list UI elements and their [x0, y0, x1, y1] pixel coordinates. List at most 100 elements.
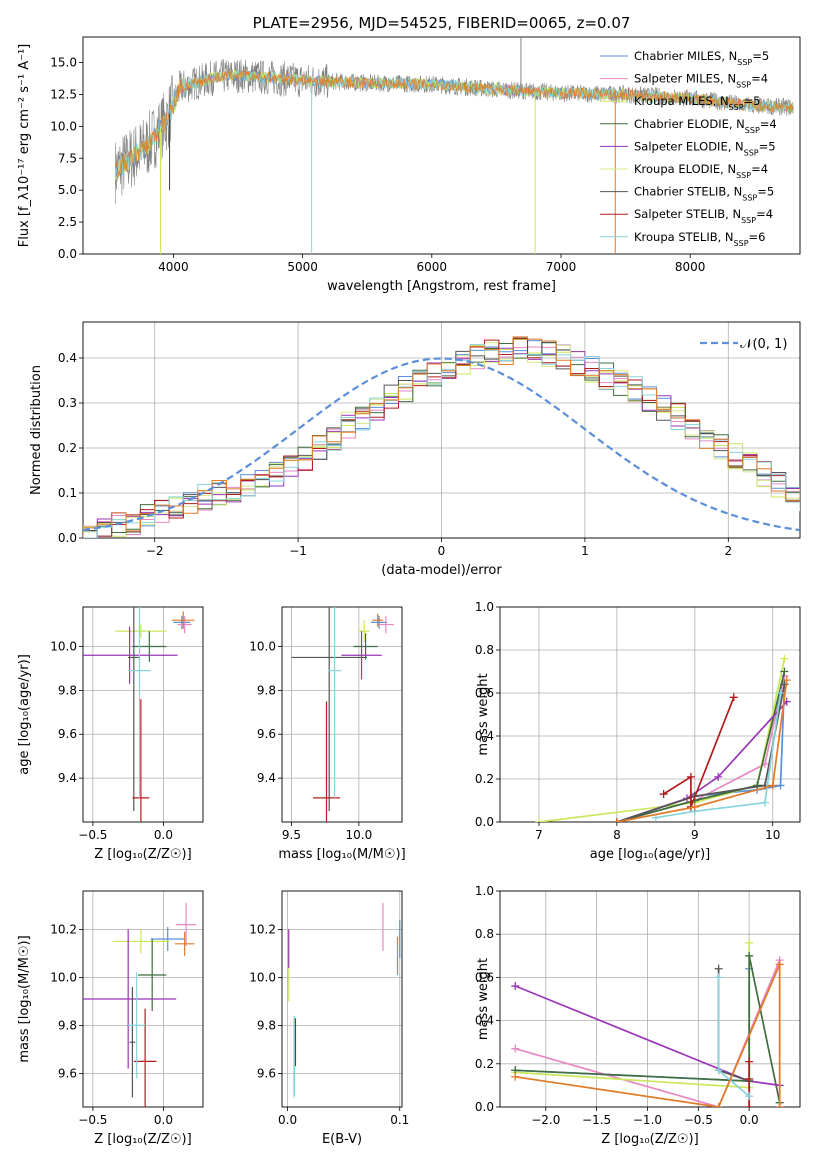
age-vs-mass-axes: 9.5 10.0 9.4 9.6 9.8 10.0 mass [log₁₀(M/M☉)] [249, 606, 406, 862]
legend-subscript: SSP [729, 103, 744, 112]
legend-label: Chabrier STELIB, NSSP=5 [634, 185, 774, 203]
legend-subscript: SSP [741, 216, 756, 225]
legend-label: Kroupa MILES, NSSP=5 [634, 94, 760, 112]
y-tick-label: 9.6 [257, 727, 276, 741]
series-line [616, 701, 788, 822]
x-tick-label: 6000 [417, 260, 448, 274]
y-tick-label: 10.2 [50, 922, 77, 936]
legend-nssp: =4 [751, 162, 768, 176]
mass-vs-Z-axes: −0.5 0.0 9.6 9.8 10.0 10.2 Z [log₁₀(Z/Z☉)] mass… [17, 890, 204, 1147]
axes-frame [499, 890, 801, 1108]
y-tick-label: 9.8 [257, 1018, 276, 1032]
series-point-marker [745, 1057, 754, 1066]
y-tick-label: 1.0 [475, 600, 494, 614]
spectrum-axes: 4000 5000 6000 7000 8000 0.0 2.5 5.0 7.5 10.0 12.5… [17, 14, 801, 294]
histogram-step-line [83, 336, 800, 538]
series-line [515, 955, 781, 1103]
x-tick-label: 0 [438, 544, 446, 558]
legend-subscript: SSP [737, 58, 752, 67]
x-tick-label: −1.5 [582, 1113, 611, 1127]
x-tick-label: 2 [724, 544, 732, 558]
histogram-step-line [83, 344, 800, 538]
y-tick-label: 0.4 [475, 729, 494, 743]
y-tick-label: 0.0 [475, 1100, 494, 1114]
series-point-marker [780, 654, 789, 663]
axes-frame [82, 321, 801, 539]
x-axis-label: mass [log₁₀(M/M☉)] [278, 847, 405, 862]
spectrum-lines [114, 37, 794, 254]
series-point-marker [768, 781, 777, 790]
y-tick-label: 12.5 [50, 87, 77, 101]
y-tick-label: 0.2 [58, 441, 77, 455]
legend-label: Salpeter ELODIE, NSSP=5 [634, 139, 776, 157]
series-point-marker [782, 676, 791, 685]
series-line [655, 692, 782, 819]
x-tick-label: 8000 [675, 260, 706, 274]
y-axis-label: Normed distribution [29, 365, 44, 495]
y-tick-label: 10.0 [249, 970, 276, 984]
y-tick-label: 9.8 [257, 683, 276, 697]
y-tick-label: 0.0 [58, 531, 77, 545]
series-point-marker [511, 1044, 520, 1053]
histogram-step-line [83, 338, 800, 538]
series-line [616, 671, 786, 822]
weight-vs-age-axes: 7 8 9 10 0.0 0.2 0.4 0.6 0.8 1.0 age [log₁₀(age/yr… [475, 600, 801, 862]
x-tick-label: 7000 [546, 260, 577, 274]
axes-frame [82, 606, 204, 823]
axes-frame [281, 606, 403, 823]
age-vs-mass-errorbars [291, 607, 394, 822]
legend-subscript: SSP [736, 80, 751, 89]
y-tick-label: 9.4 [257, 771, 276, 785]
weight-vs-Z-axes: −2.0 −1.5 −1.0 −0.5 0.0 0.0 0.2 0.4 0.6 0.8 1.0 Z [… [475, 884, 801, 1147]
x-axis-label: wavelength [Angstrom, rest frame] [327, 279, 556, 294]
axes-frame [281, 890, 403, 1108]
y-tick-label: 7.5 [58, 151, 77, 165]
y-tick-label: 0.6 [475, 970, 494, 984]
legend-subscript: SSP [742, 193, 757, 202]
series-point-marker [729, 693, 738, 702]
x-tick-label: 10.0 [345, 828, 372, 842]
histogram-step-line [83, 342, 800, 538]
y-tick-label: 0.2 [475, 772, 494, 786]
series-point-marker [612, 818, 621, 822]
legend-subscript: SSP [734, 238, 749, 247]
x-tick-label: 10 [765, 828, 780, 842]
series-point-marker [714, 973, 723, 982]
legend-label: Salpeter MILES, NSSP=4 [634, 72, 768, 90]
series-point-marker [690, 802, 699, 811]
x-tick-label: 8 [613, 828, 621, 842]
x-tick-label: 5000 [287, 260, 318, 274]
legend-nssp: =4 [751, 72, 768, 86]
y-axis-label: Flux [f_λ10⁻¹⁷ erg cm⁻² s⁻¹ A⁻¹] [17, 44, 32, 248]
series-point-marker [775, 960, 784, 969]
legend-label: Kroupa STELIB, NSSP=6 [634, 230, 765, 248]
y-tick-label: 10.0 [50, 119, 77, 133]
x-axis-label: Z [log₁₀(Z/Z☉)] [601, 1132, 698, 1147]
x-tick-label: −0.5 [78, 1113, 107, 1127]
x-axis-label: (data-model)/error [381, 563, 502, 578]
series-point-marker [659, 790, 668, 799]
x-tick-label: 7 [535, 828, 543, 842]
y-tick-label: 2.5 [58, 215, 77, 229]
series-point-marker [714, 964, 723, 973]
legend-label: Salpeter STELIB, NSSP=4 [634, 207, 773, 225]
series-line [538, 658, 786, 822]
x-tick-label: −2.0 [531, 1113, 560, 1127]
histogram-legend: 𝒩(0, 1) [700, 337, 787, 352]
chart-title: PLATE=2956, MJD=54525, FIBERID=0065, z=0… [253, 14, 631, 32]
y-tick-label: 10.0 [50, 639, 77, 653]
y-tick-label: 0.8 [475, 927, 494, 941]
series-point-marker [745, 938, 754, 947]
weight-vs-age-lines [534, 654, 791, 822]
x-tick-label: −0.5 [684, 1113, 713, 1127]
x-tick-label: −0.5 [78, 828, 107, 842]
y-tick-label: 15.0 [50, 56, 77, 70]
legend-nssp: =4 [756, 207, 773, 221]
x-tick-label: −2 [146, 544, 164, 558]
mass-vs-Z-errorbars [83, 903, 196, 1107]
series-point-marker [776, 781, 785, 790]
y-tick-label: 9.8 [58, 683, 77, 697]
series-point-marker [780, 680, 789, 689]
y-tick-label: 10.2 [249, 922, 276, 936]
